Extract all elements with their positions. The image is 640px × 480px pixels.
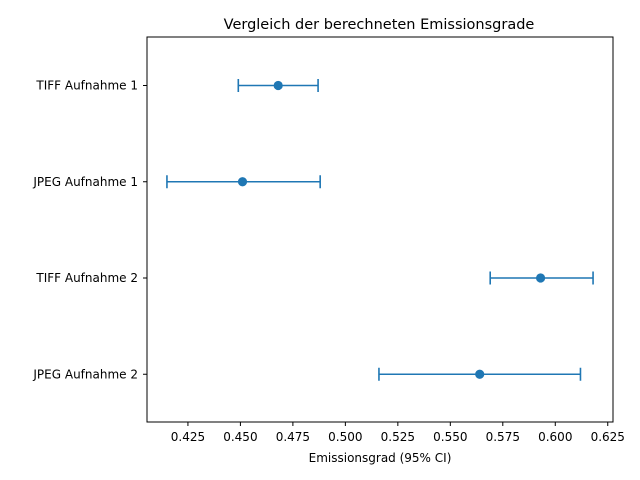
x-tick-label: 0.450	[223, 430, 257, 444]
plot-frame	[146, 36, 614, 423]
x-tick-label: 0.550	[433, 430, 467, 444]
x-axis-label: Emissionsgrad (95% CI)	[309, 451, 452, 465]
y-tick-label: JPEG Aufnahme 1	[32, 175, 138, 189]
x-tick-label: 0.425	[171, 430, 205, 444]
x-tick-label: 0.525	[381, 430, 415, 444]
data-point	[475, 369, 485, 379]
x-tick-label: 0.575	[486, 430, 520, 444]
chart-title: Vergleich der berechneten Emissionsgrade	[224, 17, 535, 33]
y-tick-label: JPEG Aufnahme 2	[32, 367, 138, 381]
data-point	[237, 177, 248, 187]
x-tick-label: 0.600	[538, 430, 572, 444]
x-tick-label: 0.475	[276, 430, 310, 444]
x-tick-label: 0.500	[328, 430, 362, 444]
y-tick-label: TIFF Aufnahme 1	[35, 79, 138, 93]
x-tick-label: 0.625	[591, 430, 625, 444]
y-tick-label: TIFF Aufnahme 2	[35, 271, 138, 285]
data-point	[273, 80, 283, 91]
data-point	[535, 273, 546, 283]
